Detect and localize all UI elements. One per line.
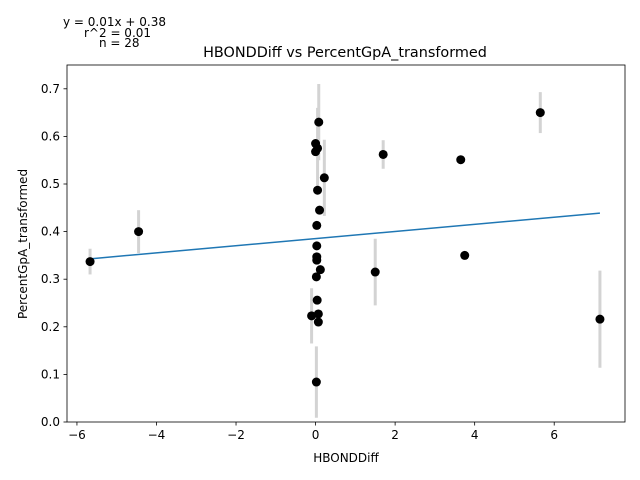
data-point <box>460 250 470 260</box>
data-point <box>313 317 323 327</box>
r-squared-annotation: r^2 = 0.01 <box>84 26 151 40</box>
data-point <box>370 267 380 277</box>
fit-line <box>90 212 601 260</box>
error-bars-group <box>88 84 602 418</box>
y-tick-label: 0.0 <box>41 415 60 429</box>
data-point <box>313 185 323 195</box>
x-tick-label: −4 <box>148 428 166 442</box>
x-tick-label: 4 <box>471 428 479 442</box>
y-tick-label: 0.2 <box>41 320 60 334</box>
data-point <box>134 227 144 237</box>
data-point <box>311 377 321 387</box>
x-tick-label: 6 <box>550 428 558 442</box>
y-tick-label: 0.3 <box>41 272 60 286</box>
data-point <box>314 117 324 127</box>
x-tick-label: −2 <box>227 428 245 442</box>
x-tick-label: 0 <box>312 428 320 442</box>
y-tick-label: 0.1 <box>41 367 60 381</box>
x-tick-label: −6 <box>68 428 86 442</box>
data-points-group <box>85 108 605 387</box>
y-tick-label: 0.6 <box>41 129 60 143</box>
n-annotation: n = 28 <box>99 36 140 50</box>
y-axis-label: PercentGpA_transformed <box>16 169 30 319</box>
data-point <box>312 220 322 230</box>
x-axis-ticks: −6 −4 −2 0 2 4 6 <box>68 422 558 442</box>
data-point <box>312 255 322 265</box>
data-point <box>85 257 95 267</box>
x-tick-label: 2 <box>391 428 399 442</box>
data-point <box>311 272 321 282</box>
data-point <box>456 155 466 165</box>
fit-line-group <box>90 212 601 260</box>
chart-title: HBONDDiff vs PercentGpA_transformed <box>203 45 487 61</box>
data-point <box>535 108 545 118</box>
x-axis-label: HBONDDiff <box>313 451 379 465</box>
data-point <box>315 265 325 275</box>
data-point <box>312 241 322 251</box>
plot-frame <box>66 64 626 423</box>
data-point <box>378 149 388 159</box>
data-point <box>595 314 605 324</box>
y-tick-label: 0.4 <box>41 225 60 239</box>
y-tick-label: 0.5 <box>41 177 60 191</box>
data-point <box>319 173 329 183</box>
data-point <box>312 295 322 305</box>
data-point <box>313 309 323 319</box>
equation-annotation: y = 0.01x + 0.38 <box>63 15 166 29</box>
y-tick-label: 0.7 <box>41 82 60 96</box>
data-point <box>315 205 325 215</box>
y-axis-ticks: 0.0 0.1 0.2 0.3 0.4 0.5 0.6 0.7 <box>41 82 67 429</box>
data-point <box>307 311 317 321</box>
data-point <box>313 143 323 153</box>
